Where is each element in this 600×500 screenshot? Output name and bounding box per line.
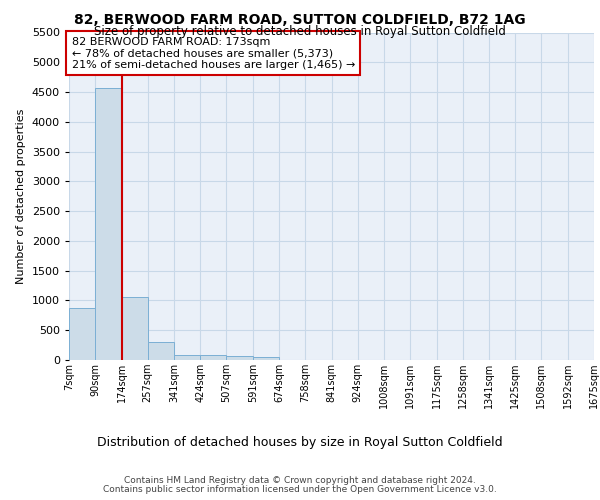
Y-axis label: Number of detached properties: Number of detached properties: [16, 108, 26, 284]
Text: Contains public sector information licensed under the Open Government Licence v3: Contains public sector information licen…: [103, 485, 497, 494]
Text: Contains HM Land Registry data © Crown copyright and database right 2024.: Contains HM Land Registry data © Crown c…: [124, 476, 476, 485]
Bar: [148, 342, 174, 360]
Text: 82 BERWOOD FARM ROAD: 173sqm
← 78% of detached houses are smaller (5,373)
21% of: 82 BERWOOD FARM ROAD: 173sqm ← 78% of de…: [71, 36, 355, 70]
Bar: [200, 355, 226, 360]
Text: 82, BERWOOD FARM ROAD, SUTTON COLDFIELD, B72 1AG: 82, BERWOOD FARM ROAD, SUTTON COLDFIELD,…: [74, 12, 526, 26]
Bar: [226, 356, 253, 360]
Bar: [95, 88, 122, 360]
Bar: [174, 354, 200, 360]
Text: Distribution of detached houses by size in Royal Sutton Coldfield: Distribution of detached houses by size …: [97, 436, 503, 449]
Bar: [69, 308, 95, 360]
Bar: [253, 357, 279, 360]
Bar: [122, 297, 148, 360]
Text: Size of property relative to detached houses in Royal Sutton Coldfield: Size of property relative to detached ho…: [94, 25, 506, 38]
